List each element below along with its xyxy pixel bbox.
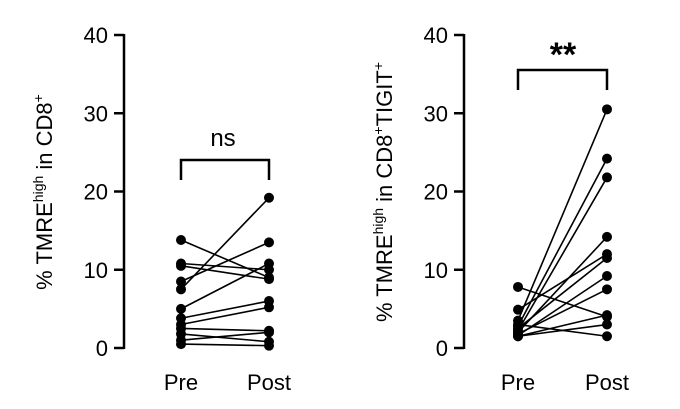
paired-line xyxy=(517,253,608,311)
paired-line xyxy=(180,265,270,280)
data-point-post xyxy=(264,192,274,203)
data-point-post xyxy=(264,340,274,351)
data-point-pre xyxy=(176,260,186,271)
paired-line xyxy=(517,275,608,337)
paired-line xyxy=(180,262,270,271)
data-point-post xyxy=(602,319,612,330)
y-axis-title: % TMREhigh in CD8+ xyxy=(30,94,57,290)
y-axis-title: % TMREhigh in CD8+TIGIT+ xyxy=(370,62,397,322)
significance-label: ** xyxy=(550,36,577,74)
x-category-label: Post xyxy=(247,370,291,395)
paired-line xyxy=(180,327,270,332)
data-point-pre xyxy=(176,276,186,287)
data-point-post xyxy=(264,302,274,313)
x-category-label: Pre xyxy=(164,370,198,395)
data-point-pre xyxy=(176,284,186,295)
data-point-post xyxy=(602,271,612,282)
data-point-post xyxy=(602,231,612,242)
data-point-pre xyxy=(176,235,186,246)
paired-line xyxy=(180,333,270,343)
paired-line xyxy=(517,177,608,332)
significance-label: ns xyxy=(210,125,235,152)
y-tick-label: 10 xyxy=(84,258,108,283)
data-point-post xyxy=(602,104,612,115)
data-point-post xyxy=(602,331,612,342)
data-point-post xyxy=(602,172,612,183)
y-tick-label: 0 xyxy=(436,336,448,361)
data-point-post xyxy=(264,327,274,338)
paired-line xyxy=(180,262,270,310)
data-point-pre xyxy=(176,303,186,314)
paired-line xyxy=(180,197,270,290)
paired-line xyxy=(180,300,270,320)
data-point-post xyxy=(602,310,612,321)
paired-line xyxy=(517,314,608,338)
data-point-post xyxy=(602,153,612,164)
x-category-label: Post xyxy=(585,370,629,395)
data-point-post xyxy=(602,284,612,295)
chart-panel-right: % TMREhigh in CD8+TIGIT+ ** 0 10 20 30 40 Pre… xyxy=(370,23,629,395)
y-tick-label: 30 xyxy=(84,101,108,126)
y-tick-label: 40 xyxy=(424,23,448,48)
paired-line xyxy=(517,323,608,338)
paired-line xyxy=(517,109,608,321)
data-point-post xyxy=(602,253,612,264)
paired-line xyxy=(180,331,270,341)
y-tick-label: 20 xyxy=(424,180,448,205)
paired-line xyxy=(180,306,270,326)
significance-bracket xyxy=(516,68,609,90)
data-point-pre xyxy=(513,281,523,292)
paired-line xyxy=(517,158,608,327)
data-point-post xyxy=(264,274,274,285)
paired-line xyxy=(180,343,270,347)
data-point-post xyxy=(264,258,274,269)
y-tick-label: 0 xyxy=(96,336,108,361)
data-point-pre xyxy=(513,304,523,315)
paired-line xyxy=(517,286,608,318)
data-point-pre xyxy=(513,331,523,342)
paired-line xyxy=(517,236,608,333)
data-point-post xyxy=(264,237,274,248)
y-tick-label: 30 xyxy=(424,101,448,126)
data-point-pre xyxy=(176,339,186,350)
x-category-label: Pre xyxy=(501,370,535,395)
y-tick-label: 10 xyxy=(424,258,448,283)
y-tick-label: 40 xyxy=(84,23,108,48)
significance-bracket xyxy=(179,158,271,180)
chart-panel-left: % TMREhigh in CD8+ ns 0 10 20 30 40 Pre Post xyxy=(30,23,291,395)
y-tick-label: 20 xyxy=(84,180,108,205)
